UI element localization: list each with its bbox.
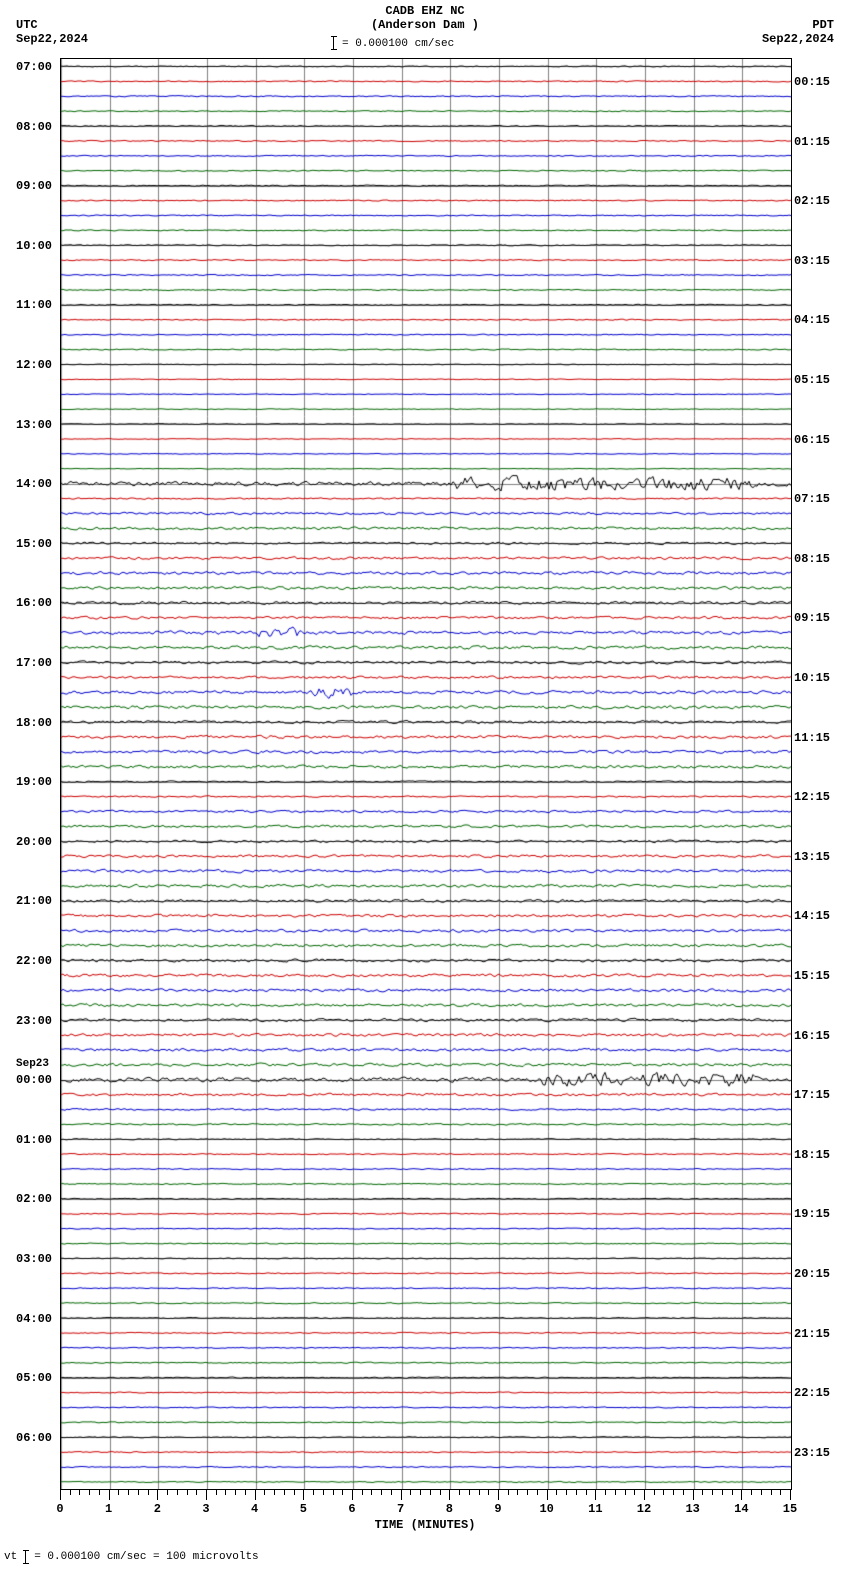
left-time-label: 02:00 (16, 1192, 52, 1206)
left-time-label: 07:00 (16, 60, 52, 74)
date-left-label: Sep22,2024 (16, 32, 88, 46)
right-time-label: 01:15 (794, 135, 830, 149)
left-time-label: 17:00 (16, 656, 52, 670)
left-time-label: 13:00 (16, 418, 52, 432)
right-time-label: 13:15 (794, 850, 830, 864)
right-time-label: 16:15 (794, 1029, 830, 1043)
tz-right-label: PDT (762, 18, 834, 32)
header-right: PDT Sep22,2024 (762, 18, 834, 47)
left-time-label: 08:00 (16, 120, 52, 134)
footer-scale: vt = 0.000100 cm/sec = 100 microvolts (4, 1550, 259, 1564)
right-time-label: 03:15 (794, 254, 830, 268)
x-tick-label: 11 (588, 1502, 602, 1516)
right-time-label: 14:15 (794, 909, 830, 923)
right-time-label: 20:15 (794, 1267, 830, 1281)
left-time-label: 15:00 (16, 537, 52, 551)
right-time-label: 07:15 (794, 492, 830, 506)
left-time-label: 00:00 (16, 1073, 52, 1087)
right-time-label: 11:15 (794, 731, 830, 745)
right-time-label: 02:15 (794, 194, 830, 208)
right-time-label: 09:15 (794, 611, 830, 625)
right-time-label: 06:15 (794, 433, 830, 447)
left-time-label: 12:00 (16, 358, 52, 372)
left-time-label: 01:00 (16, 1133, 52, 1147)
x-tick-label: 3 (202, 1502, 209, 1516)
x-tick-label: 1 (105, 1502, 112, 1516)
left-time-label: 09:00 (16, 179, 52, 193)
x-axis: 0123456789101112131415 TIME (MINUTES) (60, 1490, 790, 1540)
x-tick-label: 4 (251, 1502, 258, 1516)
x-tick-label: 2 (154, 1502, 161, 1516)
x-tick-label: 0 (56, 1502, 63, 1516)
right-time-label: 18:15 (794, 1148, 830, 1162)
right-time-label: 15:15 (794, 969, 830, 983)
left-time-label: 04:00 (16, 1312, 52, 1326)
footer-prefix: vt (4, 1551, 17, 1563)
right-time-label: 08:15 (794, 552, 830, 566)
left-time-label: 03:00 (16, 1252, 52, 1266)
right-time-label: 04:15 (794, 313, 830, 327)
x-tick-label: 7 (397, 1502, 404, 1516)
right-time-label: 21:15 (794, 1327, 830, 1341)
left-time-label: 23:00 (16, 1014, 52, 1028)
x-tick-label: 6 (348, 1502, 355, 1516)
x-tick-label: 9 (494, 1502, 501, 1516)
x-tick-label: 8 (446, 1502, 453, 1516)
right-time-label: 00:15 (794, 75, 830, 89)
x-ticks (60, 1490, 790, 1502)
x-tick-label: 14 (734, 1502, 748, 1516)
footer-text: = 0.000100 cm/sec = 100 microvolts (34, 1551, 258, 1563)
right-time-label: 10:15 (794, 671, 830, 685)
x-tick-label: 15 (783, 1502, 797, 1516)
helicorder-container: UTC Sep22,2024 CADB EHZ NC (Anderson Dam… (0, 0, 850, 1584)
x-axis-title: TIME (MINUTES) (60, 1518, 790, 1532)
station-name: (Anderson Dam ) (0, 18, 850, 32)
x-tick-label: 12 (637, 1502, 651, 1516)
left-time-label: 05:00 (16, 1371, 52, 1385)
day-change-label: Sep23 (16, 1058, 49, 1070)
right-time-label: 17:15 (794, 1088, 830, 1102)
date-right-label: Sep22,2024 (762, 32, 834, 46)
x-tick-label: 13 (685, 1502, 699, 1516)
left-time-label: 21:00 (16, 894, 52, 908)
left-time-label: 18:00 (16, 716, 52, 730)
x-tick-label: 5 (300, 1502, 307, 1516)
station-code: CADB EHZ NC (0, 4, 850, 18)
plot-area (60, 58, 792, 1490)
scale-label: = 0.000100 cm/sec (330, 38, 454, 50)
seismogram-canvas (61, 59, 791, 1489)
left-time-label: 16:00 (16, 596, 52, 610)
left-time-label: 20:00 (16, 835, 52, 849)
x-tick-label: 10 (539, 1502, 553, 1516)
footer-bar-icon (25, 1550, 26, 1564)
right-time-label: 23:15 (794, 1446, 830, 1460)
right-time-label: 05:15 (794, 373, 830, 387)
left-time-label: 10:00 (16, 239, 52, 253)
left-time-label: 19:00 (16, 775, 52, 789)
left-time-label: 14:00 (16, 477, 52, 491)
right-time-label: 22:15 (794, 1386, 830, 1400)
header: UTC Sep22,2024 CADB EHZ NC (Anderson Dam… (0, 0, 850, 50)
left-time-label: 06:00 (16, 1431, 52, 1445)
left-time-label: 11:00 (16, 298, 52, 312)
right-time-label: 19:15 (794, 1207, 830, 1221)
right-time-label: 12:15 (794, 790, 830, 804)
left-time-label: 22:00 (16, 954, 52, 968)
